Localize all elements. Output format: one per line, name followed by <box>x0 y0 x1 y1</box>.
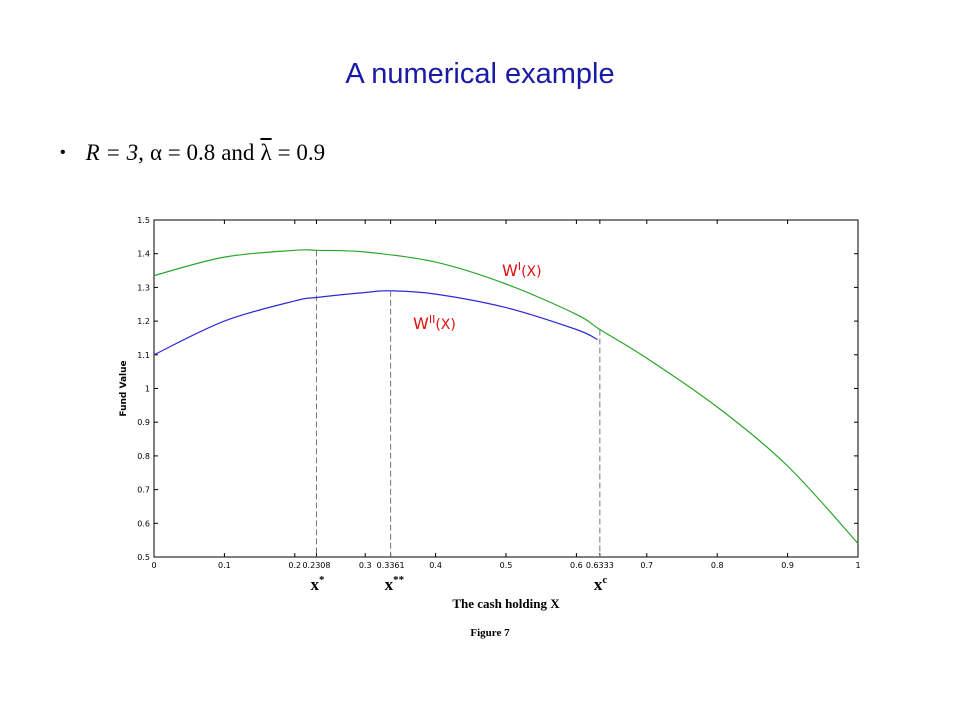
y-tick-label: 0.8 <box>137 452 150 461</box>
svg-text:WI(X): WI(X) <box>502 260 542 280</box>
x-axis-label: The cash holding X <box>452 596 560 611</box>
x-tick-label: 0.6 <box>570 561 583 570</box>
param-lambda-symbol: λ <box>260 140 272 165</box>
svg-text:WII(X): WII(X) <box>413 313 456 333</box>
y-tick-label: 1.5 <box>137 216 150 225</box>
x-tick-label: 0 <box>151 561 156 570</box>
y-tick-label: 0.9 <box>137 418 150 427</box>
param-r: R = 3, <box>85 140 144 165</box>
y-tick-label: 1.1 <box>137 351 150 360</box>
x-tick-label: 0.3 <box>359 561 372 570</box>
marker-label: xc <box>594 574 608 594</box>
series-line-w1 <box>153 249 859 544</box>
x-tick-label: 0.2308 <box>302 561 330 570</box>
y-axis-label: Fund Value <box>119 360 129 416</box>
y-tick-label: 0.7 <box>137 486 150 495</box>
x-tick-label: 0.2 <box>288 561 301 570</box>
param-lambda-value: = 0.9 <box>277 140 326 165</box>
parameter-bullet: • R = 3, α = 0.8 and λ = 0.9 <box>60 136 325 170</box>
y-tick-label: 0.6 <box>137 519 150 528</box>
x-tick-label: 0.3361 <box>377 561 405 570</box>
series-line-w2 <box>153 290 598 356</box>
y-tick-label: 1.4 <box>137 250 150 259</box>
param-alpha: α = 0.8 <box>149 140 216 165</box>
x-tick-label: 1 <box>855 561 860 570</box>
y-tick-label: 1.2 <box>137 317 150 326</box>
x-tick-label: 0.7 <box>640 561 653 570</box>
marker-label: x** <box>385 574 405 594</box>
slide-title: A numerical example <box>345 58 615 90</box>
bullet-dot: • <box>60 144 66 161</box>
x-tick-label: 0.8 <box>711 561 724 570</box>
y-tick-label: 1.3 <box>137 283 150 292</box>
series-label-w1: WI(X) <box>502 260 542 280</box>
param-and: and <box>221 140 255 165</box>
x-tick-label: 0.5 <box>500 561 513 570</box>
series-label-w2: WII(X) <box>413 313 456 333</box>
x-tick-label: 0.4 <box>429 561 442 570</box>
x-tick-label: 0.1 <box>218 561 231 570</box>
y-tick-label: 0.5 <box>137 553 150 562</box>
x-tick-label: 0.9 <box>781 561 794 570</box>
marker-label: x* <box>310 574 325 594</box>
x-tick-label: 0.6333 <box>586 561 614 570</box>
y-tick-label: 1 <box>145 385 150 394</box>
figure-caption: Figure 7 <box>470 627 510 639</box>
